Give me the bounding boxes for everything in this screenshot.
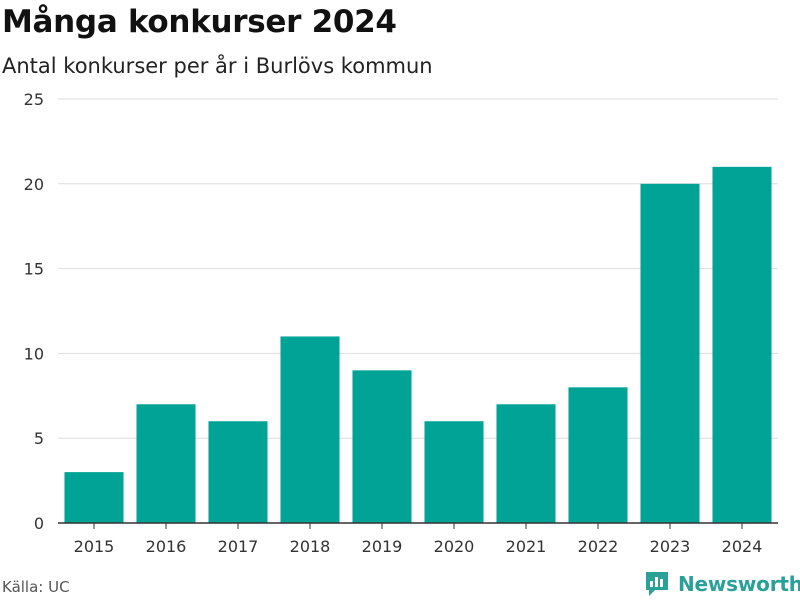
bar: [352, 370, 412, 523]
chart-title: Många konkurser 2024: [2, 4, 397, 40]
bar: [712, 166, 772, 523]
bar: [280, 336, 340, 523]
y-tick-label: 20: [24, 175, 44, 194]
x-tick-label: 2019: [362, 537, 403, 556]
y-tick-label: 10: [24, 344, 44, 363]
x-tick-label: 2016: [146, 537, 187, 556]
x-tick-label: 2015: [74, 537, 115, 556]
bar: [136, 404, 196, 523]
x-tick-label: 2024: [722, 537, 763, 556]
bar: [496, 404, 556, 523]
y-tick-label: 5: [34, 429, 44, 448]
bar: [568, 387, 628, 523]
brand-name: Newsworthy: [678, 572, 800, 596]
bar: [640, 183, 700, 524]
y-tick-label: 15: [24, 260, 44, 279]
y-tick-label: 25: [24, 90, 44, 109]
bar: [64, 472, 124, 523]
x-tick-label: 2023: [650, 537, 691, 556]
x-tick-label: 2021: [506, 537, 547, 556]
x-tick-label: 2022: [578, 537, 619, 556]
newsworthy-logo-icon: [646, 572, 668, 596]
chart-subtitle: Antal konkurser per år i Burlövs kommun: [2, 54, 433, 78]
x-tick-label: 2017: [218, 537, 259, 556]
bar: [208, 421, 268, 523]
bar: [424, 421, 484, 523]
brand-logo: Newsworthy: [644, 570, 800, 598]
y-tick-label: 0: [34, 514, 44, 533]
source-note: Källa: UC: [2, 578, 70, 596]
x-tick-label: 2020: [434, 537, 475, 556]
x-tick-label: 2018: [290, 537, 331, 556]
